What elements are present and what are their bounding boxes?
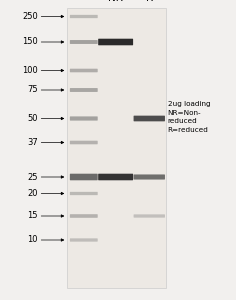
Text: 100: 100 [22, 66, 38, 75]
FancyBboxPatch shape [134, 116, 165, 121]
Text: 250: 250 [22, 12, 38, 21]
Text: 50: 50 [27, 114, 38, 123]
FancyBboxPatch shape [70, 214, 98, 218]
Text: 2ug loading
NR=Non-
reduced
R=reduced: 2ug loading NR=Non- reduced R=reduced [168, 101, 210, 133]
Text: 20: 20 [27, 189, 38, 198]
FancyBboxPatch shape [70, 174, 98, 180]
Bar [67, 8, 166, 288]
FancyBboxPatch shape [134, 214, 165, 218]
FancyBboxPatch shape [70, 40, 98, 44]
Text: 75: 75 [27, 85, 38, 94]
FancyBboxPatch shape [70, 141, 98, 144]
Text: R: R [146, 0, 153, 3]
Text: 150: 150 [22, 38, 38, 46]
FancyBboxPatch shape [98, 39, 133, 45]
Text: 25: 25 [27, 172, 38, 182]
FancyBboxPatch shape [70, 238, 98, 242]
Text: 15: 15 [27, 212, 38, 220]
Text: 10: 10 [27, 236, 38, 244]
FancyBboxPatch shape [134, 174, 165, 179]
Text: NR: NR [108, 0, 123, 3]
Text: 37: 37 [27, 138, 38, 147]
FancyBboxPatch shape [70, 69, 98, 72]
FancyBboxPatch shape [70, 15, 98, 18]
FancyBboxPatch shape [70, 88, 98, 92]
FancyBboxPatch shape [70, 116, 98, 121]
FancyBboxPatch shape [70, 192, 98, 195]
FancyBboxPatch shape [98, 174, 133, 180]
